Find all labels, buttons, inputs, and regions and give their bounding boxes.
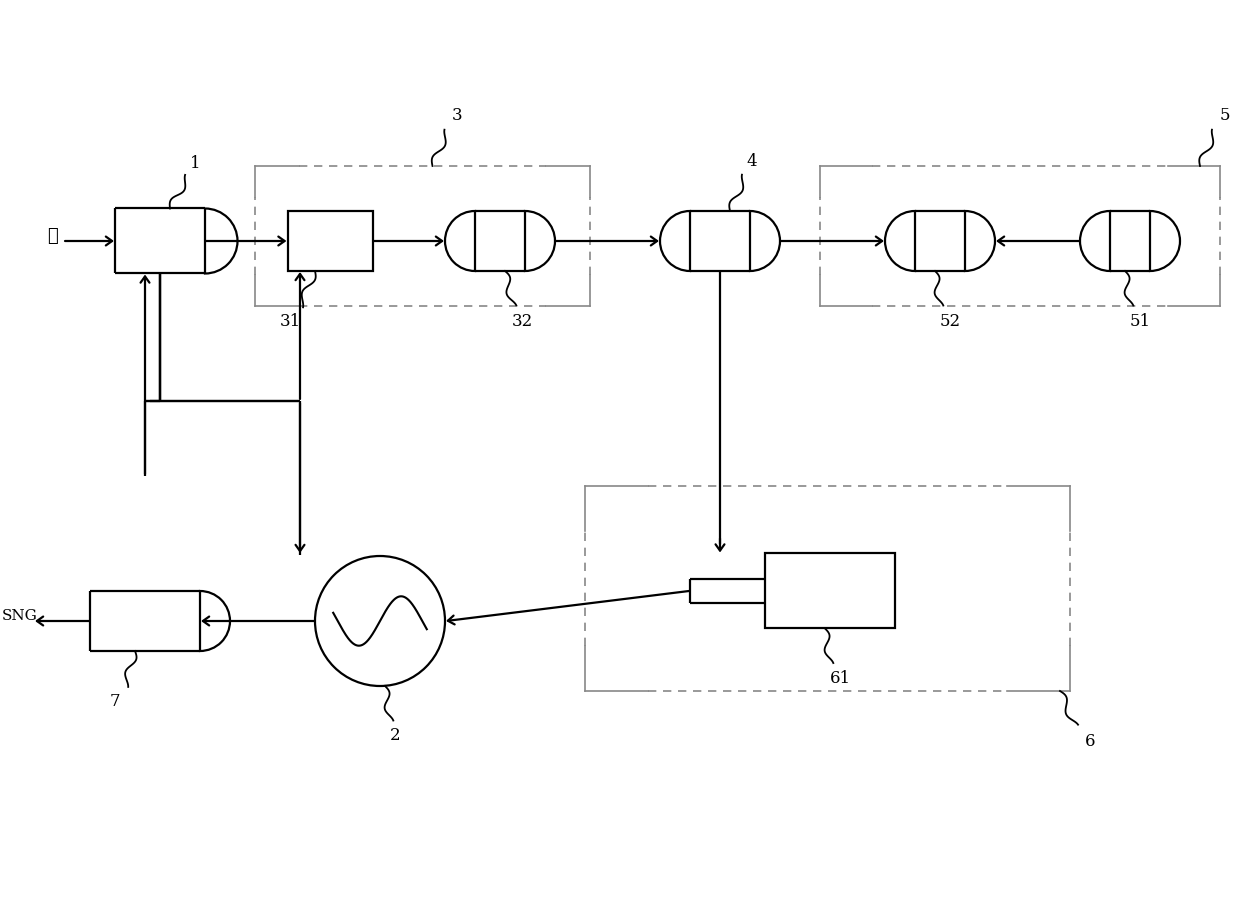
Text: SNG: SNG xyxy=(2,609,38,623)
Text: 32: 32 xyxy=(511,312,533,330)
Wedge shape xyxy=(1149,211,1180,271)
Text: 2: 2 xyxy=(389,728,401,744)
Text: 4: 4 xyxy=(746,153,758,169)
Wedge shape xyxy=(445,211,475,271)
Bar xyxy=(91,591,200,651)
Text: 51: 51 xyxy=(1130,312,1151,330)
Text: 1: 1 xyxy=(190,155,201,172)
Wedge shape xyxy=(660,211,689,271)
Wedge shape xyxy=(750,211,780,271)
Bar xyxy=(288,211,372,271)
Text: 31: 31 xyxy=(279,312,300,330)
Text: 7: 7 xyxy=(109,693,120,709)
Text: 5: 5 xyxy=(1220,108,1230,124)
Bar xyxy=(475,211,525,271)
Wedge shape xyxy=(885,211,915,271)
Text: 水: 水 xyxy=(47,227,57,245)
Text: 6: 6 xyxy=(1085,732,1095,750)
Bar xyxy=(115,208,205,274)
Wedge shape xyxy=(965,211,994,271)
Circle shape xyxy=(315,556,445,686)
Text: 3: 3 xyxy=(453,108,463,124)
Wedge shape xyxy=(200,591,229,651)
Wedge shape xyxy=(525,211,556,271)
Text: 52: 52 xyxy=(940,312,961,330)
Bar xyxy=(689,211,750,271)
Wedge shape xyxy=(205,208,238,274)
Bar xyxy=(1110,211,1149,271)
Text: 61: 61 xyxy=(830,670,851,687)
Bar xyxy=(915,211,965,271)
Wedge shape xyxy=(1080,211,1110,271)
Bar xyxy=(765,554,895,628)
